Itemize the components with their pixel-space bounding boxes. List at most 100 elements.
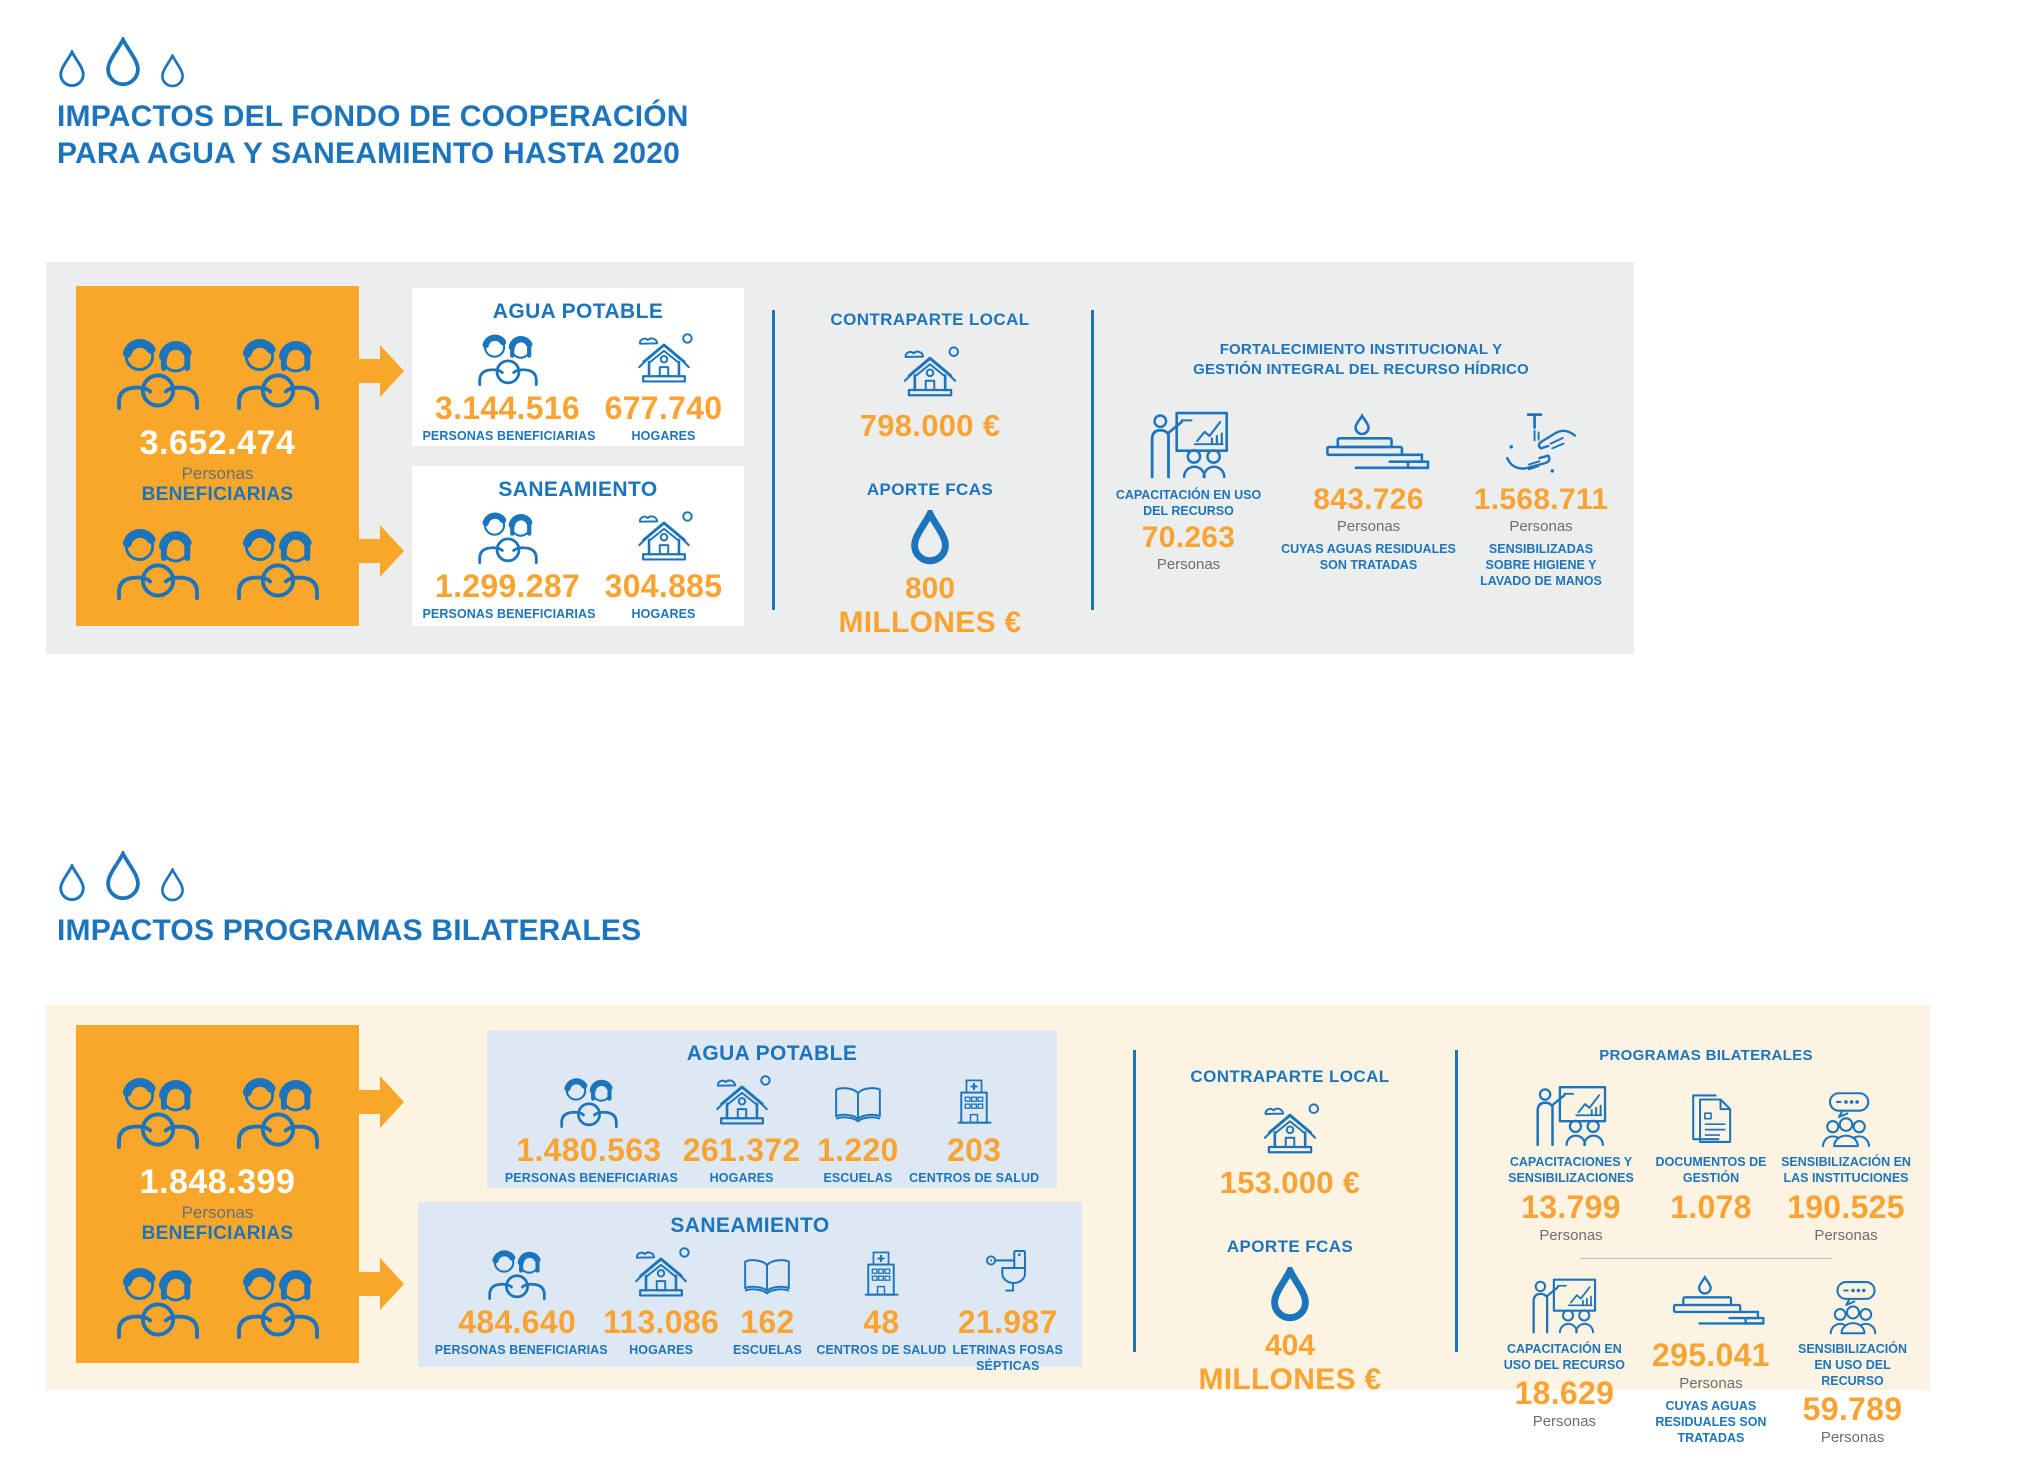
page-title: IMPACTOS PROGRAMAS BILATERALES: [57, 912, 641, 949]
aporte-fcas-value: 800: [904, 572, 956, 605]
stat-value: 1.299.287: [434, 568, 581, 604]
agua-potable-title: AGUA POTABLE: [686, 1042, 858, 1065]
stat-capacitaciones: CAPACITACIONES Y SENSIBILIZACIONES 13.79…: [1496, 1082, 1646, 1244]
water-drops-icon: [57, 848, 641, 904]
stat-label: DOCUMENTOS DE GESTIÓN: [1655, 1155, 1767, 1186]
programas-bilaterales-title: PROGRAMAS BILATERALES: [1599, 1047, 1813, 1064]
stat-value: 295.041: [1652, 1336, 1770, 1373]
water-drop-icon: [57, 50, 87, 90]
divider-vertical: [1455, 1050, 1458, 1352]
stat-label: CUYAS AGUAS RESIDUALES SON TRATADAS: [1655, 1398, 1767, 1446]
training-icon: [1534, 1084, 1608, 1148]
stat-value: 1.220: [817, 1132, 899, 1168]
contraparte-title: CONTRAPARTE LOCAL: [1190, 1067, 1390, 1086]
stat-label: CENTROS DE SALUD: [909, 1171, 1040, 1185]
stat-sensibilizacion-instituciones: SENSIBILIZACIÓN EN LAS INSTITUCIONES 190…: [1776, 1082, 1916, 1244]
aporte-fcas-unit: MILLONES €: [1198, 1363, 1382, 1396]
fortalecimiento-title-line2: GESTIÓN INTEGRAL DEL RECURSO HÍDRICO: [1193, 361, 1529, 379]
family-icon: [470, 506, 546, 564]
agua-potable-box: AGUA POTABLE 1.480.563 PERSONAS BENEFICI…: [487, 1030, 1057, 1188]
agua-potable-box: AGUA POTABLE 3.144.516 PERSONAS BENEFICI…: [412, 288, 744, 446]
stat-hogares: 261.372 HOGARES: [677, 1070, 807, 1187]
page-title-line1: IMPACTOS DEL FONDO DE COOPERACIÓN: [57, 100, 689, 133]
beneficiaries-box: 3.652.474 Personas BENEFICIARIAS: [76, 286, 359, 626]
stat-value: 21.987: [957, 1304, 1058, 1340]
stat-value: 203: [946, 1132, 1002, 1168]
house-icon: [631, 330, 697, 386]
stat-value: 48: [863, 1304, 900, 1340]
section2-header: IMPACTOS PROGRAMAS BILATERALES: [57, 848, 641, 949]
divider-vertical: [1133, 1050, 1136, 1352]
aporte-fcas-value: 404: [1264, 1329, 1316, 1362]
water-drop-icon: [1268, 1267, 1312, 1325]
house-icon: [1257, 1100, 1323, 1157]
stat-value: 1.568.711: [1473, 482, 1609, 516]
saneamiento-box: SANEAMIENTO 484.640 PERSONAS BENEFICIARI…: [418, 1202, 1082, 1373]
stat-label: PERSONAS BENEFICIARIAS: [504, 1171, 678, 1185]
aporte-fcas-unit: MILLONES €: [838, 606, 1022, 639]
stat-value: 261.372: [682, 1132, 801, 1168]
family-icon: [226, 520, 330, 600]
beneficiaries-unit: Personas: [181, 1203, 254, 1222]
stat-personas-beneficiarias: 3.144.516 PERSONAS BENEFICIARIAS: [422, 328, 596, 445]
stat-value: 304.885: [604, 568, 723, 604]
stat-label: SENSIBILIZACIÓN EN LAS INSTITUCIONES: [1781, 1155, 1911, 1186]
house-icon: [628, 1244, 694, 1300]
family-icons-row: [76, 1069, 359, 1149]
book-icon: [740, 1256, 794, 1300]
water-drop-icon: [103, 37, 143, 90]
stat-documentos: DOCUMENTOS DE GESTIÓN 1.078: [1651, 1082, 1771, 1244]
stat-label: HOGARES: [709, 1171, 774, 1185]
fcas-panel: 3.652.474 Personas BENEFICIARIAS AGUA PO…: [46, 262, 1634, 654]
handwash-icon: [1504, 411, 1578, 481]
stat-value: 677.740: [604, 390, 723, 426]
fortalecimiento-block: FORTALECIMIENTO INSTITUCIONAL Y GESTIÓN …: [1106, 340, 1616, 589]
stat-label: CENTROS DE SALUD: [816, 1343, 947, 1357]
stat-label: PERSONAS BENEFICIARIAS: [434, 1343, 608, 1357]
stat-aguas-tratadas: 295.041 Personas CUYAS AGUAS RESIDUALES …: [1633, 1273, 1789, 1447]
water-drop-icon: [159, 868, 186, 904]
stat-escuelas: 1.220 ESCUELAS: [810, 1070, 905, 1187]
beneficiaries-value: 3.652.474: [139, 424, 296, 462]
stat-capacitacion: CAPACITACIÓN EN USO DEL RECURSO 70.263 P…: [1106, 405, 1271, 590]
aporte-fcas-title: APORTE FCAS: [1226, 1237, 1354, 1256]
stat-value: 1.480.563: [516, 1132, 662, 1168]
health-center-icon: [952, 1078, 996, 1128]
divider-vertical: [1091, 310, 1094, 610]
stat-personas-beneficiarias: 1.299.287 PERSONAS BENEFICIARIAS: [423, 506, 595, 623]
book-icon: [831, 1084, 885, 1128]
stat-aguas-tratadas: 843.726 Personas CUYAS AGUAS RESIDUALES …: [1271, 405, 1466, 590]
stat-value: 843.726: [1313, 482, 1424, 516]
stat-centros-salud: 203 CENTROS DE SALUD: [909, 1070, 1039, 1187]
speech-group-icon: [1814, 1090, 1878, 1148]
stat-value: 1.078: [1670, 1188, 1752, 1225]
stat-unit: Personas: [1679, 1374, 1743, 1392]
stat-sensibilizadas: 1.568.711 Personas SENSIBILIZADAS SOBRE …: [1466, 405, 1616, 590]
page-title-line2: PARA AGUA Y SANEAMIENTO HASTA 2020: [57, 137, 681, 170]
family-icons-row: [76, 520, 359, 600]
stat-unit: Personas: [1820, 1429, 1885, 1447]
programas-bilaterales-block: PROGRAMAS BILATERALES CAPACITACIONES Y S…: [1496, 1047, 1916, 1446]
stat-label: LETRINAS FOSAS SÉPTICAS: [952, 1343, 1063, 1373]
stat-unit: Personas: [1336, 517, 1401, 535]
divider-vertical: [772, 310, 775, 610]
health-center-icon: [859, 1250, 903, 1300]
stat-value: 59.789: [1802, 1391, 1903, 1428]
divider-horizontal: [1580, 1257, 1832, 1259]
house-icon: [709, 1072, 775, 1128]
family-icon: [106, 1069, 210, 1149]
stat-centros-salud: 48 CENTROS DE SALUD: [814, 1242, 949, 1359]
stat-value: 3.144.516: [434, 390, 581, 426]
stat-value: 190.525: [1787, 1188, 1905, 1225]
stat-personas-beneficiarias: 484.640 PERSONAS BENEFICIARIAS: [434, 1242, 608, 1359]
stat-label: PERSONAS BENEFICIARIAS: [422, 429, 596, 443]
fortalecimiento-title-line1: FORTALECIMIENTO INSTITUCIONAL Y: [1219, 341, 1503, 358]
water-drop-icon: [103, 851, 143, 904]
beneficiaries-label: BENEFICIARIAS: [141, 1223, 294, 1244]
beneficiaries-value: 1.848.399: [139, 1163, 296, 1201]
stat-label: CUYAS AGUAS RESIDUALES SON TRATADAS: [1281, 541, 1456, 572]
speech-group-icon: [1822, 1279, 1884, 1335]
stat-label: SENSIBILIZACIÓN EN USO DEL RECURSO: [1798, 1341, 1908, 1389]
water-drops-icon: [57, 34, 689, 90]
